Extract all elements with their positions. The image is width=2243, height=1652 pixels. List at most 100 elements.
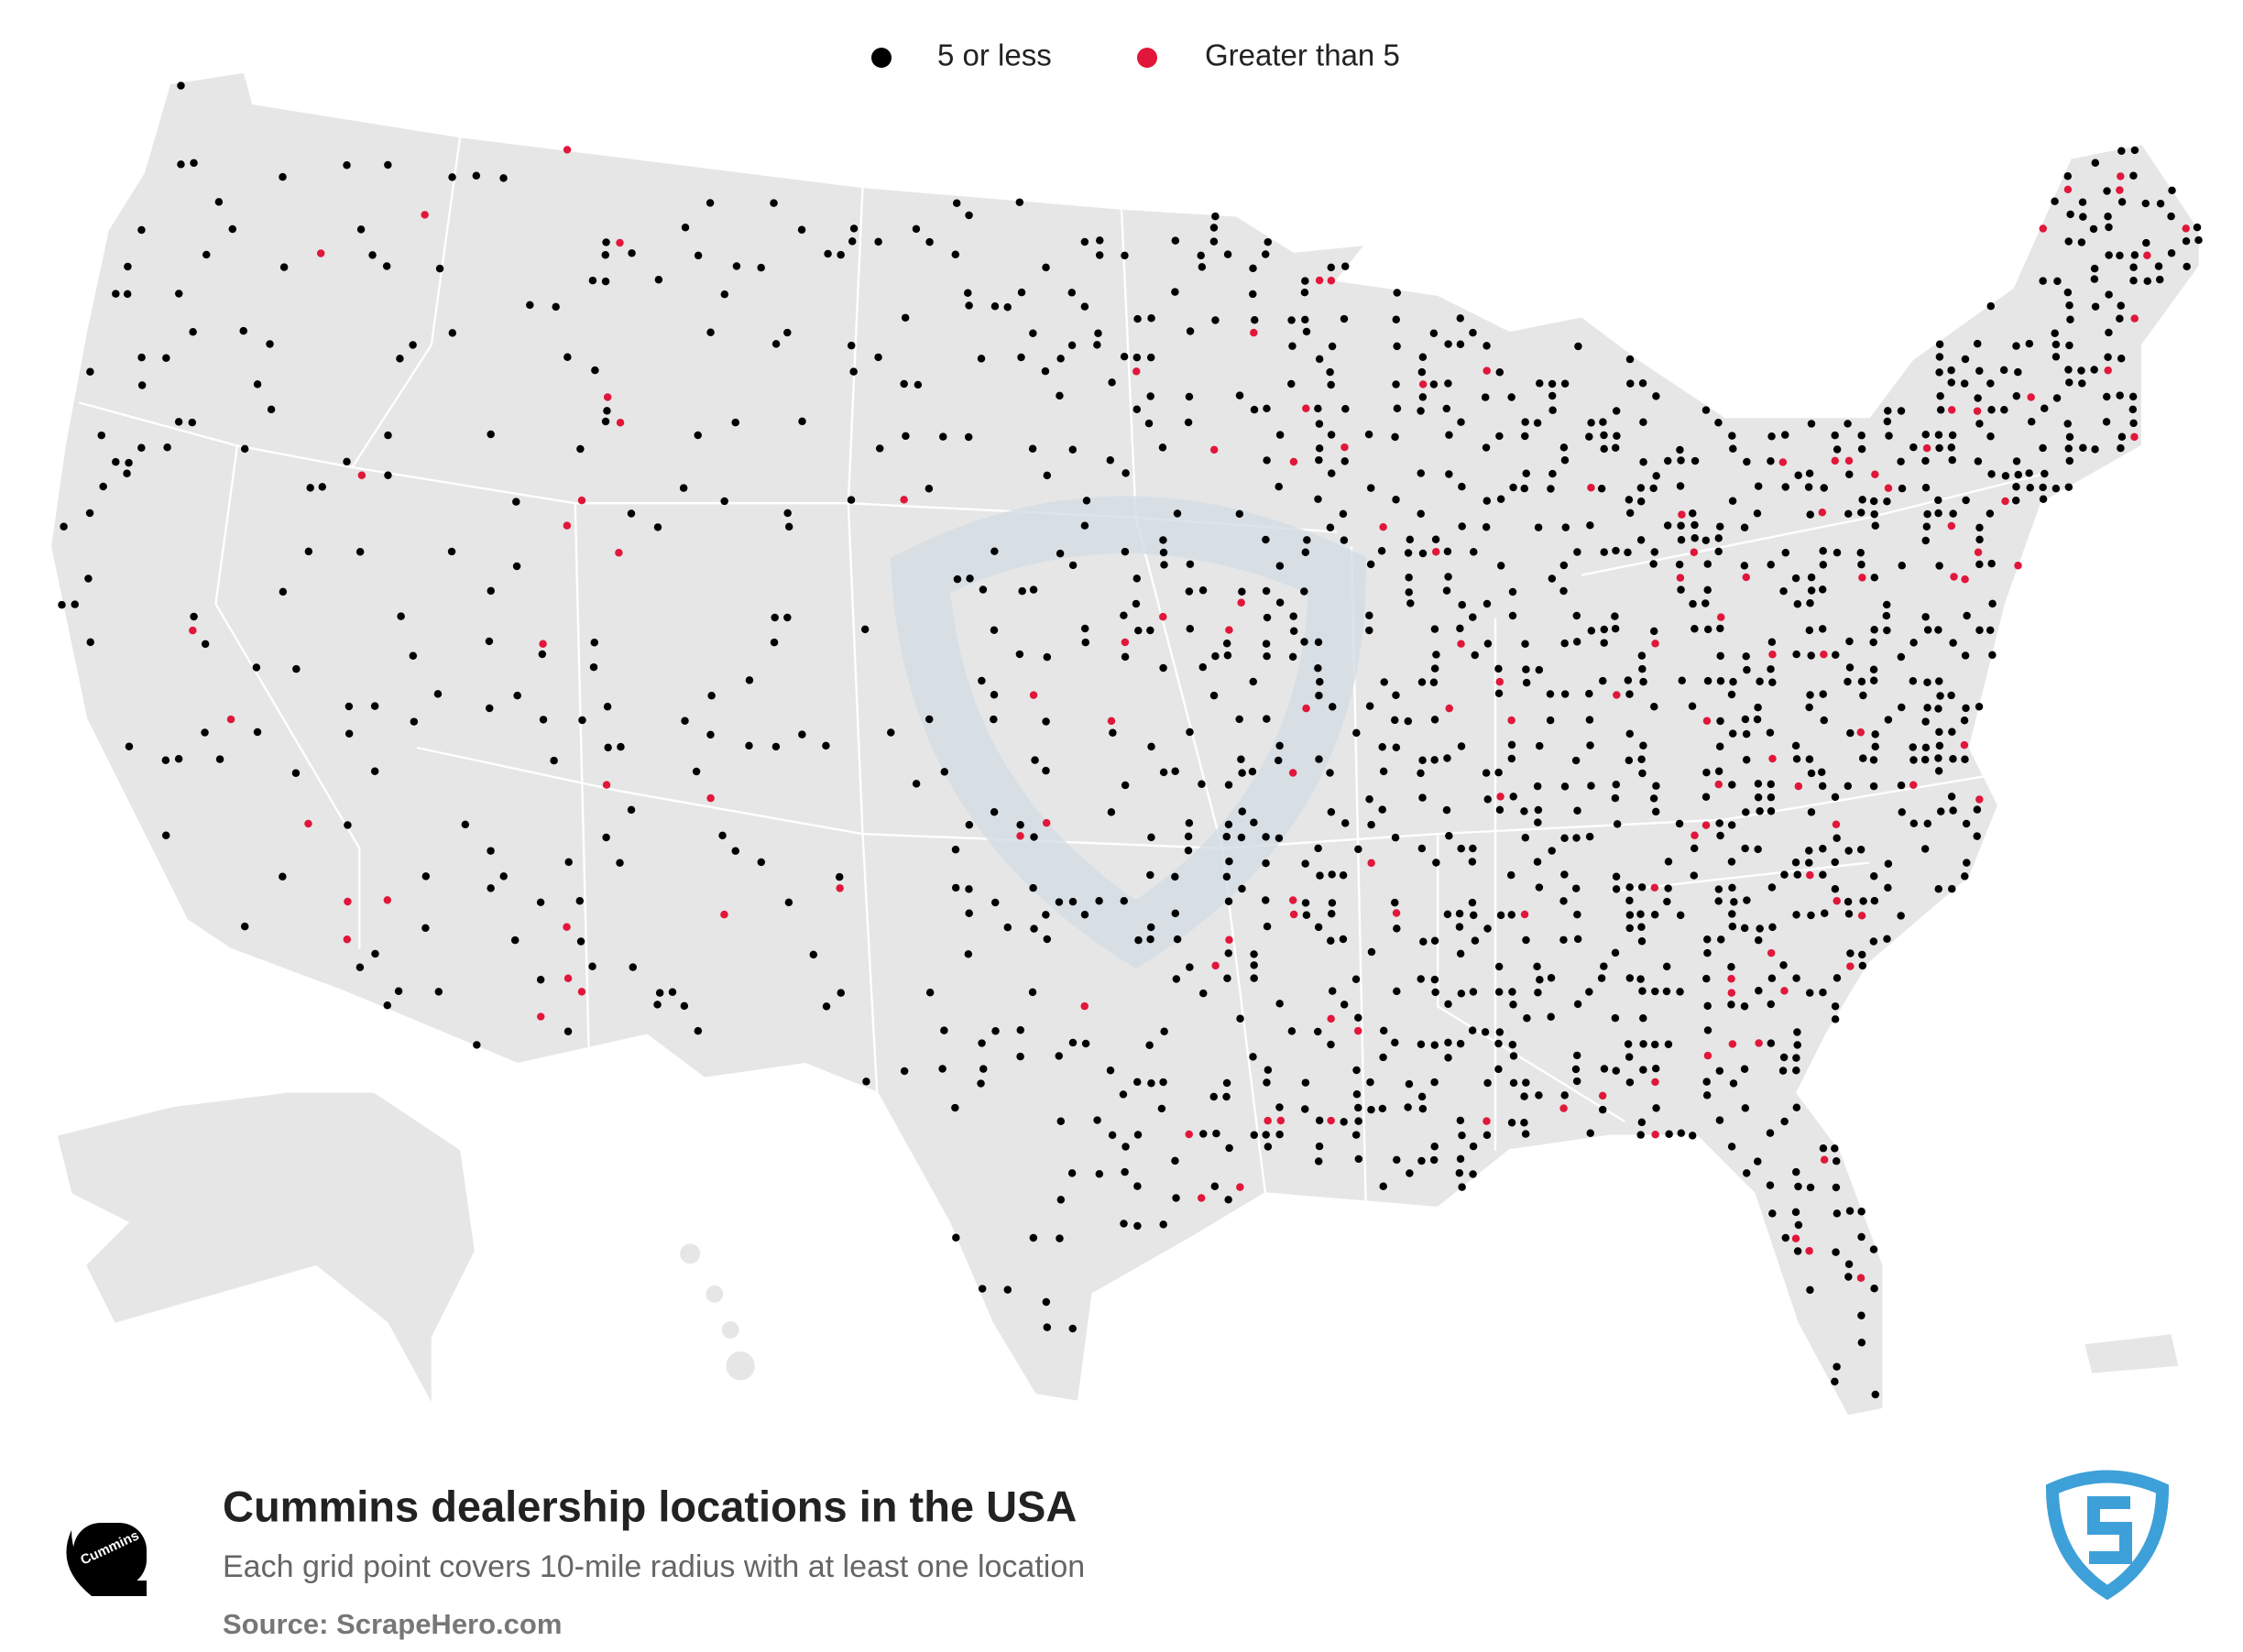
location-dot bbox=[2065, 432, 2074, 442]
location-dot bbox=[1934, 754, 1942, 762]
location-dot bbox=[1923, 704, 1931, 712]
location-dot bbox=[1948, 884, 1956, 893]
location-dot bbox=[1171, 872, 1179, 881]
location-dot bbox=[1600, 548, 1608, 556]
location-dot bbox=[1869, 676, 1878, 685]
location-dot bbox=[1080, 624, 1089, 633]
location-dot bbox=[900, 379, 908, 388]
location-dot bbox=[536, 1012, 545, 1021]
location-dot bbox=[990, 547, 999, 555]
location-dot bbox=[1638, 379, 1647, 388]
location-dot bbox=[1559, 1104, 1568, 1112]
location-dot bbox=[86, 638, 94, 647]
location-dot bbox=[1805, 1246, 1813, 1255]
location-dot bbox=[1651, 1078, 1659, 1087]
location-dot bbox=[1871, 1390, 1880, 1399]
location-dot bbox=[409, 341, 417, 349]
location-dot bbox=[1483, 795, 1492, 804]
location-dot bbox=[1639, 458, 1647, 466]
location-dot bbox=[1379, 767, 1388, 776]
location-dot bbox=[1520, 484, 1529, 493]
location-dot bbox=[563, 353, 572, 361]
location-dot bbox=[1068, 1324, 1077, 1333]
location-dot bbox=[1573, 935, 1582, 944]
location-dot bbox=[1198, 780, 1206, 788]
location-dot bbox=[1728, 883, 1736, 892]
location-dot bbox=[1275, 834, 1284, 843]
location-dot bbox=[1702, 1091, 1712, 1100]
location-dot bbox=[1405, 573, 1413, 582]
location-dot bbox=[1832, 820, 1841, 828]
location-dot bbox=[1560, 870, 1569, 879]
location-dot bbox=[1858, 950, 1866, 959]
location-dot bbox=[847, 341, 856, 350]
location-dot bbox=[1029, 883, 1037, 892]
location-dot bbox=[1844, 1273, 1853, 1281]
location-dot bbox=[1846, 949, 1855, 957]
location-dot bbox=[1923, 678, 1931, 686]
location-dot bbox=[1690, 456, 1700, 465]
location-dot bbox=[1417, 509, 1425, 519]
location-dot bbox=[1417, 975, 1425, 983]
location-dot bbox=[1768, 923, 1777, 932]
location-dot bbox=[1456, 949, 1465, 958]
location-dot bbox=[1690, 533, 1699, 542]
location-dot bbox=[577, 988, 586, 996]
location-dot bbox=[951, 1103, 959, 1112]
location-dot bbox=[1662, 987, 1671, 996]
location-dot bbox=[499, 872, 508, 881]
location-dot bbox=[1443, 547, 1452, 556]
location-dot bbox=[1238, 807, 1246, 815]
location-dot bbox=[1481, 393, 1490, 401]
location-dot bbox=[1236, 1014, 1244, 1023]
location-dot bbox=[1469, 1170, 1477, 1178]
watermark bbox=[890, 496, 1366, 969]
location-dot bbox=[990, 626, 999, 634]
location-dot bbox=[1159, 663, 1167, 673]
location-dot bbox=[1067, 1169, 1077, 1177]
location-dot bbox=[1171, 909, 1179, 918]
location-dot bbox=[1456, 624, 1464, 633]
location-dot bbox=[1328, 910, 1336, 918]
location-dot bbox=[448, 329, 457, 337]
location-dot bbox=[603, 703, 612, 711]
location-dot bbox=[1988, 651, 1997, 660]
location-dot bbox=[655, 989, 664, 997]
location-dot bbox=[1351, 1131, 1361, 1139]
location-dot bbox=[539, 716, 548, 724]
location-dot bbox=[345, 729, 354, 738]
location-dot bbox=[1935, 677, 1943, 685]
location-dot bbox=[1999, 366, 2008, 375]
location-dot bbox=[1858, 961, 1867, 970]
location-dot bbox=[1264, 237, 1273, 246]
location-dot bbox=[1314, 638, 1323, 647]
location-dot bbox=[1147, 923, 1155, 932]
subtitle: Each grid point covers 10-mile radius wi… bbox=[223, 1549, 1085, 1584]
location-dot bbox=[292, 664, 301, 673]
location-dot bbox=[1716, 717, 1724, 726]
location-dot bbox=[1727, 989, 1736, 997]
location-dot bbox=[1909, 443, 1918, 452]
location-dot bbox=[1727, 1001, 1735, 1009]
location-dot bbox=[1651, 1064, 1660, 1073]
location-dot bbox=[487, 430, 495, 439]
location-dot bbox=[1339, 935, 1348, 944]
location-dot bbox=[1340, 1118, 1348, 1126]
location-dot bbox=[1921, 430, 1930, 439]
location-dot bbox=[1857, 444, 1866, 454]
location-dot bbox=[1028, 988, 1037, 997]
location-dot bbox=[1134, 935, 1143, 945]
location-dot bbox=[1947, 793, 1956, 801]
location-dot bbox=[421, 872, 431, 881]
location-dot bbox=[1869, 782, 1878, 791]
location-dot bbox=[1716, 522, 1724, 531]
location-dot bbox=[900, 496, 908, 504]
location-dot bbox=[1871, 470, 1879, 478]
location-dot bbox=[1429, 380, 1439, 388]
location-dot bbox=[1263, 715, 1271, 723]
location-dot bbox=[1146, 626, 1154, 635]
location-dot bbox=[1779, 586, 1788, 596]
location-dot bbox=[979, 1065, 988, 1073]
location-dot bbox=[2052, 353, 2061, 361]
location-dot bbox=[837, 989, 845, 997]
